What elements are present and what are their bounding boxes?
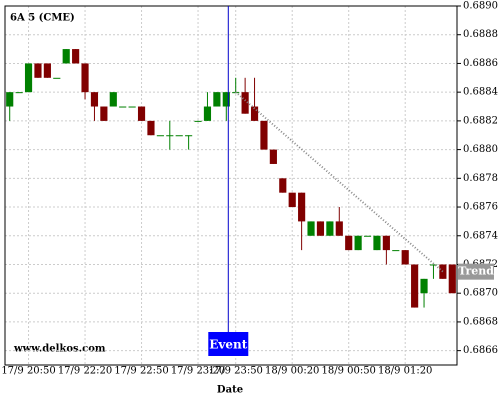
candle-body xyxy=(279,178,287,193)
candle-body xyxy=(194,120,202,122)
candle-body xyxy=(15,92,23,94)
y-tick-label: 0.6870 xyxy=(463,288,498,299)
candle-body xyxy=(175,135,183,137)
watermark: www.delkos.com xyxy=(13,344,106,355)
candle-body xyxy=(260,120,268,150)
candle-body xyxy=(203,106,212,121)
candle-body xyxy=(43,63,51,78)
candle-body xyxy=(250,106,259,121)
candle-body xyxy=(392,250,400,252)
y-tick-label: 0.6868 xyxy=(463,316,498,327)
candle-body xyxy=(363,235,372,237)
candle-body xyxy=(213,92,221,107)
candle-body xyxy=(382,235,390,251)
candle-body xyxy=(429,264,438,266)
x-axis-title: Date xyxy=(217,385,243,396)
candle-body xyxy=(128,106,136,108)
chart-title: 6A 5 (CME) xyxy=(10,13,75,24)
x-tick-label: 17/9 23:50 xyxy=(208,366,262,377)
candle-body xyxy=(147,120,155,136)
candle-body xyxy=(222,92,230,107)
candle-body xyxy=(326,221,334,236)
candle-body xyxy=(335,221,343,236)
candle-body xyxy=(166,135,174,137)
x-tick-label: 17/9 22:20 xyxy=(58,366,112,377)
candle-body xyxy=(354,235,362,251)
candle-body xyxy=(241,92,249,114)
trend-box xyxy=(458,263,494,280)
candle-body xyxy=(288,192,296,208)
candle-body xyxy=(119,106,127,108)
candle-body xyxy=(316,221,325,236)
event-label: Event xyxy=(209,338,247,352)
candle-body xyxy=(411,264,419,308)
candle-body xyxy=(307,221,315,236)
candle-body xyxy=(53,77,61,79)
candle-body xyxy=(100,106,108,121)
y-tick-label: 0.6882 xyxy=(463,115,498,126)
y-tick-label: 0.6866 xyxy=(463,345,498,356)
y-tick-label: 0.6880 xyxy=(463,144,498,155)
candle-body xyxy=(401,250,409,265)
x-tick-label: 17/9 23:20 xyxy=(171,366,225,377)
x-tick-label: 18/9 00:20 xyxy=(265,366,319,377)
x-tick-label: 18/9 00:50 xyxy=(321,366,375,377)
candle-body xyxy=(298,192,306,222)
event-box xyxy=(208,332,249,356)
candle-body xyxy=(448,264,456,294)
candle-body xyxy=(24,63,33,93)
y-tick-label: 0.6888 xyxy=(463,29,498,40)
plot-frame xyxy=(4,5,458,366)
candle-body xyxy=(439,264,447,279)
y-tick-label: 0.6886 xyxy=(463,58,498,69)
trend-line xyxy=(235,91,444,273)
x-tick-label: 17/9 20:50 xyxy=(1,366,55,377)
candle-body xyxy=(81,63,89,93)
candle-body xyxy=(34,63,42,78)
candle-body xyxy=(137,106,146,121)
x-tick-label: 18/9 01:20 xyxy=(378,366,432,377)
candle-body xyxy=(62,49,70,64)
candle-body xyxy=(72,49,80,64)
candle-body xyxy=(373,235,381,251)
x-tick-label: 17/9 22:50 xyxy=(114,366,168,377)
candle-body xyxy=(269,149,277,164)
candle-body xyxy=(345,235,353,251)
y-tick-label: 0.6878 xyxy=(463,173,498,184)
candle-body xyxy=(156,135,164,137)
trend-label: Trend xyxy=(458,265,494,278)
candle-body xyxy=(6,92,14,107)
y-tick-label: 0.6876 xyxy=(463,202,498,213)
candle-body xyxy=(109,92,117,107)
candle-body xyxy=(90,92,99,107)
candle-body xyxy=(185,135,193,137)
y-tick-label: 0.6874 xyxy=(463,230,498,241)
y-tick-label: 0.6890 xyxy=(463,1,498,12)
y-tick-label: 0.6884 xyxy=(463,87,498,98)
candle-body xyxy=(420,278,428,294)
